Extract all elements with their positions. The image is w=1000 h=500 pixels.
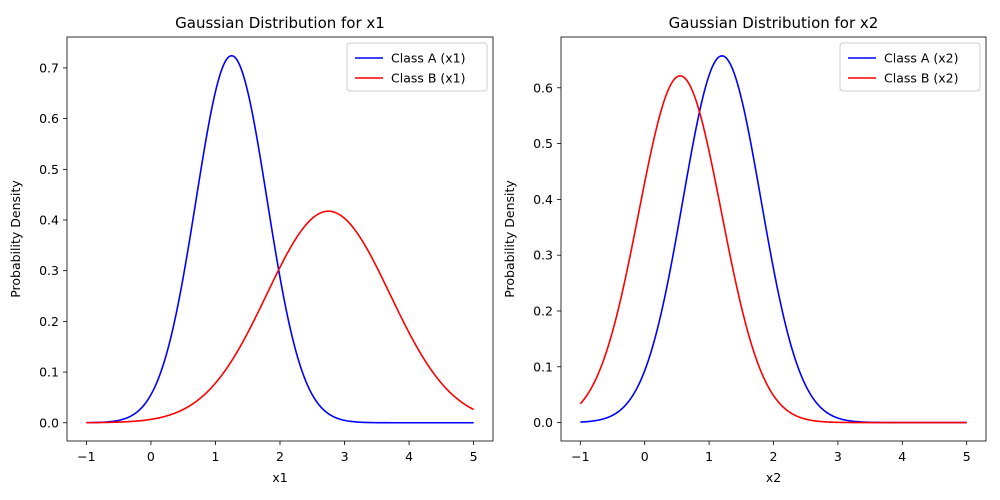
x-tick-label: 1 — [211, 449, 219, 464]
y-tick-label: 0.0 — [39, 415, 59, 430]
chart-title: Gaussian Distribution for x2 — [669, 14, 879, 32]
series-line-class-a — [580, 55, 967, 424]
legend-entry: Class A (x1) — [391, 51, 466, 66]
x-tick-label: 4 — [898, 449, 906, 464]
legend-entry: Class B (x1) — [391, 71, 466, 86]
y-tick-label: 0.3 — [533, 248, 553, 263]
y-tick-label: 0.4 — [533, 192, 553, 207]
x-tick-label: 0 — [641, 449, 649, 464]
y-tick-label: 0.0 — [533, 415, 553, 430]
legend-entry: Class A (x2) — [884, 51, 959, 66]
y-tick-label: 0.2 — [533, 303, 553, 318]
x-axis-label: x1 — [272, 470, 287, 485]
chart-x2: Gaussian Distribution for x2 x2 Probabil… — [502, 14, 987, 485]
x-tick-label: 4 — [405, 449, 413, 464]
chart-title: Gaussian Distribution for x1 — [175, 14, 385, 32]
y-tick-label: 0.6 — [39, 111, 59, 126]
y-tick-label: 0.5 — [39, 162, 59, 177]
axes-frame — [66, 36, 494, 442]
y-tick-label: 0.2 — [39, 314, 59, 329]
x-tick-label: 3 — [834, 449, 842, 464]
y-tick-label: 0.7 — [39, 60, 59, 75]
axes-frame — [560, 36, 987, 442]
y-tick-label: 0.3 — [39, 263, 59, 278]
y-tick-label: 0.6 — [533, 80, 553, 95]
y-axis-label: Probability Density — [8, 180, 23, 298]
x-tick-label: 3 — [341, 449, 349, 464]
x-tick-label: 1 — [705, 449, 713, 464]
x-tick-label: 2 — [770, 449, 778, 464]
y-tick-label: 0.1 — [39, 365, 59, 380]
x-tick-label: −1 — [571, 449, 589, 464]
chart-x1: Gaussian Distribution for x1 x1 Probabil… — [8, 14, 494, 485]
y-tick-label: 0.4 — [39, 212, 59, 227]
legend-box — [346, 42, 488, 92]
y-tick-label: 0.5 — [533, 136, 553, 151]
series-line-class-b — [579, 75, 967, 424]
y-axis-label: Probability Density — [502, 180, 517, 298]
x-tick-label: 0 — [147, 449, 155, 464]
x-axis-label: x2 — [766, 470, 781, 485]
x-tick-label: −1 — [77, 449, 95, 464]
x-tick-label: 2 — [276, 449, 284, 464]
series-line-class-a — [86, 54, 474, 424]
legend: Class A (x1) Class B (x1) — [346, 42, 488, 92]
x-tick-label: 5 — [470, 449, 478, 464]
y-tick-label: 0.1 — [533, 359, 553, 374]
legend-entry: Class B (x2) — [884, 71, 959, 86]
x-tick-label: 5 — [963, 449, 971, 464]
legend: Class A (x2) Class B (x2) — [839, 42, 981, 92]
legend-box — [839, 42, 981, 92]
series-line-class-b — [86, 210, 475, 424]
